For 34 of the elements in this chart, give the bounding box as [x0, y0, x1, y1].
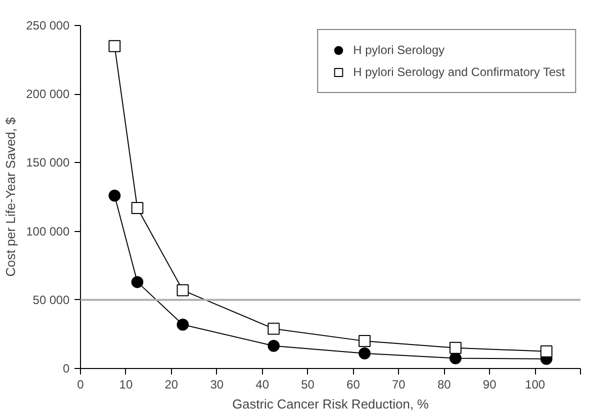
x-tick-label: 100 [525, 378, 546, 392]
point [131, 276, 144, 288]
y-tick-label: 100 000 [26, 224, 70, 238]
y-tick-label: 0 [62, 362, 70, 376]
point [358, 335, 371, 348]
x-tick-label: 80 [437, 378, 452, 392]
point [108, 190, 121, 202]
legend-label: H pylori Serology [353, 43, 444, 57]
point [268, 322, 280, 335]
point [358, 347, 371, 360]
point [268, 340, 280, 352]
point [131, 202, 144, 214]
y-tick-label: 250 000 [26, 18, 70, 32]
point [176, 284, 189, 296]
x-tick-label: 30 [210, 378, 224, 392]
x-axis-title: Gastric Cancer Risk Reduction, % [232, 396, 430, 412]
x-tick-label: 10 [119, 378, 133, 392]
x-tick-label: 20 [164, 378, 178, 392]
y-tick-label: 150 000 [26, 156, 70, 170]
x-tick-label: 70 [392, 378, 406, 392]
point [540, 345, 552, 358]
y-tick-label: 50 000 [32, 292, 70, 307]
x-tick-label: 40 [256, 378, 270, 392]
point [176, 318, 189, 331]
y-axis-title: Cost per Life-Year Saved, $ [3, 116, 18, 277]
point [450, 352, 462, 364]
x-tick-label: 90 [482, 378, 497, 392]
x-tick-label: 50 [301, 378, 315, 392]
point [108, 40, 121, 52]
point [450, 342, 462, 354]
y-tick-label: 200 000 [26, 87, 70, 102]
x-tick-label: 0 [77, 378, 84, 392]
x-tick-label: 60 [346, 378, 360, 392]
legend-label: H pylori Serology and Confirmatory Test [353, 65, 565, 79]
